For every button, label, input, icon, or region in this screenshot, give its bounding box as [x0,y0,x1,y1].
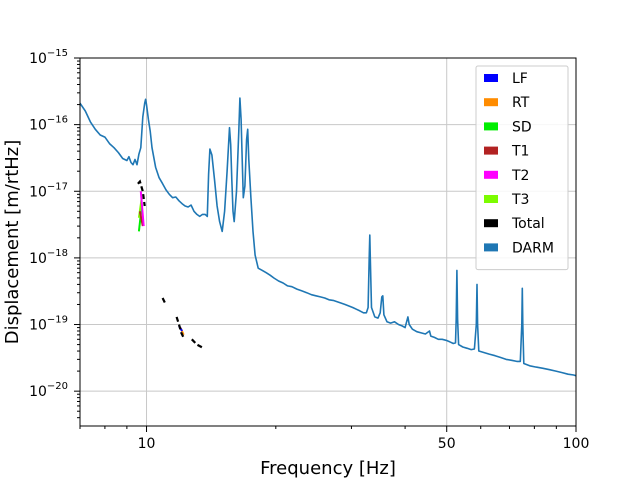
y-tick-label: 10−17 [29,181,68,200]
x-tick-label: 50 [438,436,456,452]
y-tick-label: 10−20 [29,381,68,400]
y-tick-base: 10 [29,51,47,67]
series-line-total [137,179,146,207]
series-line-total [175,316,186,340]
y-tick-exponent: −18 [47,248,68,259]
legend-label-t2: T2 [511,168,529,184]
y-tick-base: 10 [29,318,47,334]
y-tick-base: 10 [29,251,47,267]
legend-swatch-total [484,219,498,228]
legend-label-darm: DARM [512,240,554,256]
legend-label-rt: RT [512,95,530,111]
y-tick-label: 10−19 [29,315,68,334]
legend-box [475,65,569,271]
series-line-t2 [139,191,145,227]
series-line-total [161,297,167,304]
legend-swatch-sd [484,122,498,131]
legend-label-sd: SD [512,119,532,135]
legend-swatch-rt [484,98,498,107]
x-axis-label: Frequency [Hz] [260,458,396,479]
legend-swatch-lf [484,74,498,82]
legend-swatch-darm [484,243,498,252]
plot-frame [79,57,577,427]
y-tick-exponent: −17 [47,181,68,192]
y-tick-exponent: −20 [47,381,68,392]
series-line-t1 [138,211,144,227]
legend-swatch-t1 [484,146,498,155]
legend-label-t1: T1 [511,144,529,160]
legend-label-total: Total [511,216,545,232]
legend-swatch-t3 [484,195,498,203]
x-tick-label: 10 [138,436,156,452]
y-axis-label: Displacement [m/rtHz] [2,140,23,345]
y-tick-exponent: −16 [47,115,68,126]
y-tick-base: 10 [29,118,47,134]
series-line-total [191,338,204,349]
y-tick-label: 10−18 [29,248,68,267]
legend-label-lf: LF [512,71,528,87]
y-tick-base: 10 [29,384,47,400]
legend: LF RT SD T1 T2 T3 Total DARM [475,65,569,271]
y-tick-exponent: −19 [47,315,68,326]
plot-series [79,97,577,377]
legend-swatch-t2 [484,170,498,179]
x-tick-label: 100 [563,436,590,452]
y-tick-exponent: −15 [47,48,68,59]
series-line-darm [79,97,577,377]
y-tick-label: 10−15 [29,48,68,67]
y-tick-label: 10−16 [29,115,68,134]
legend-label-t3: T3 [511,192,529,208]
y-tick-base: 10 [29,184,47,200]
